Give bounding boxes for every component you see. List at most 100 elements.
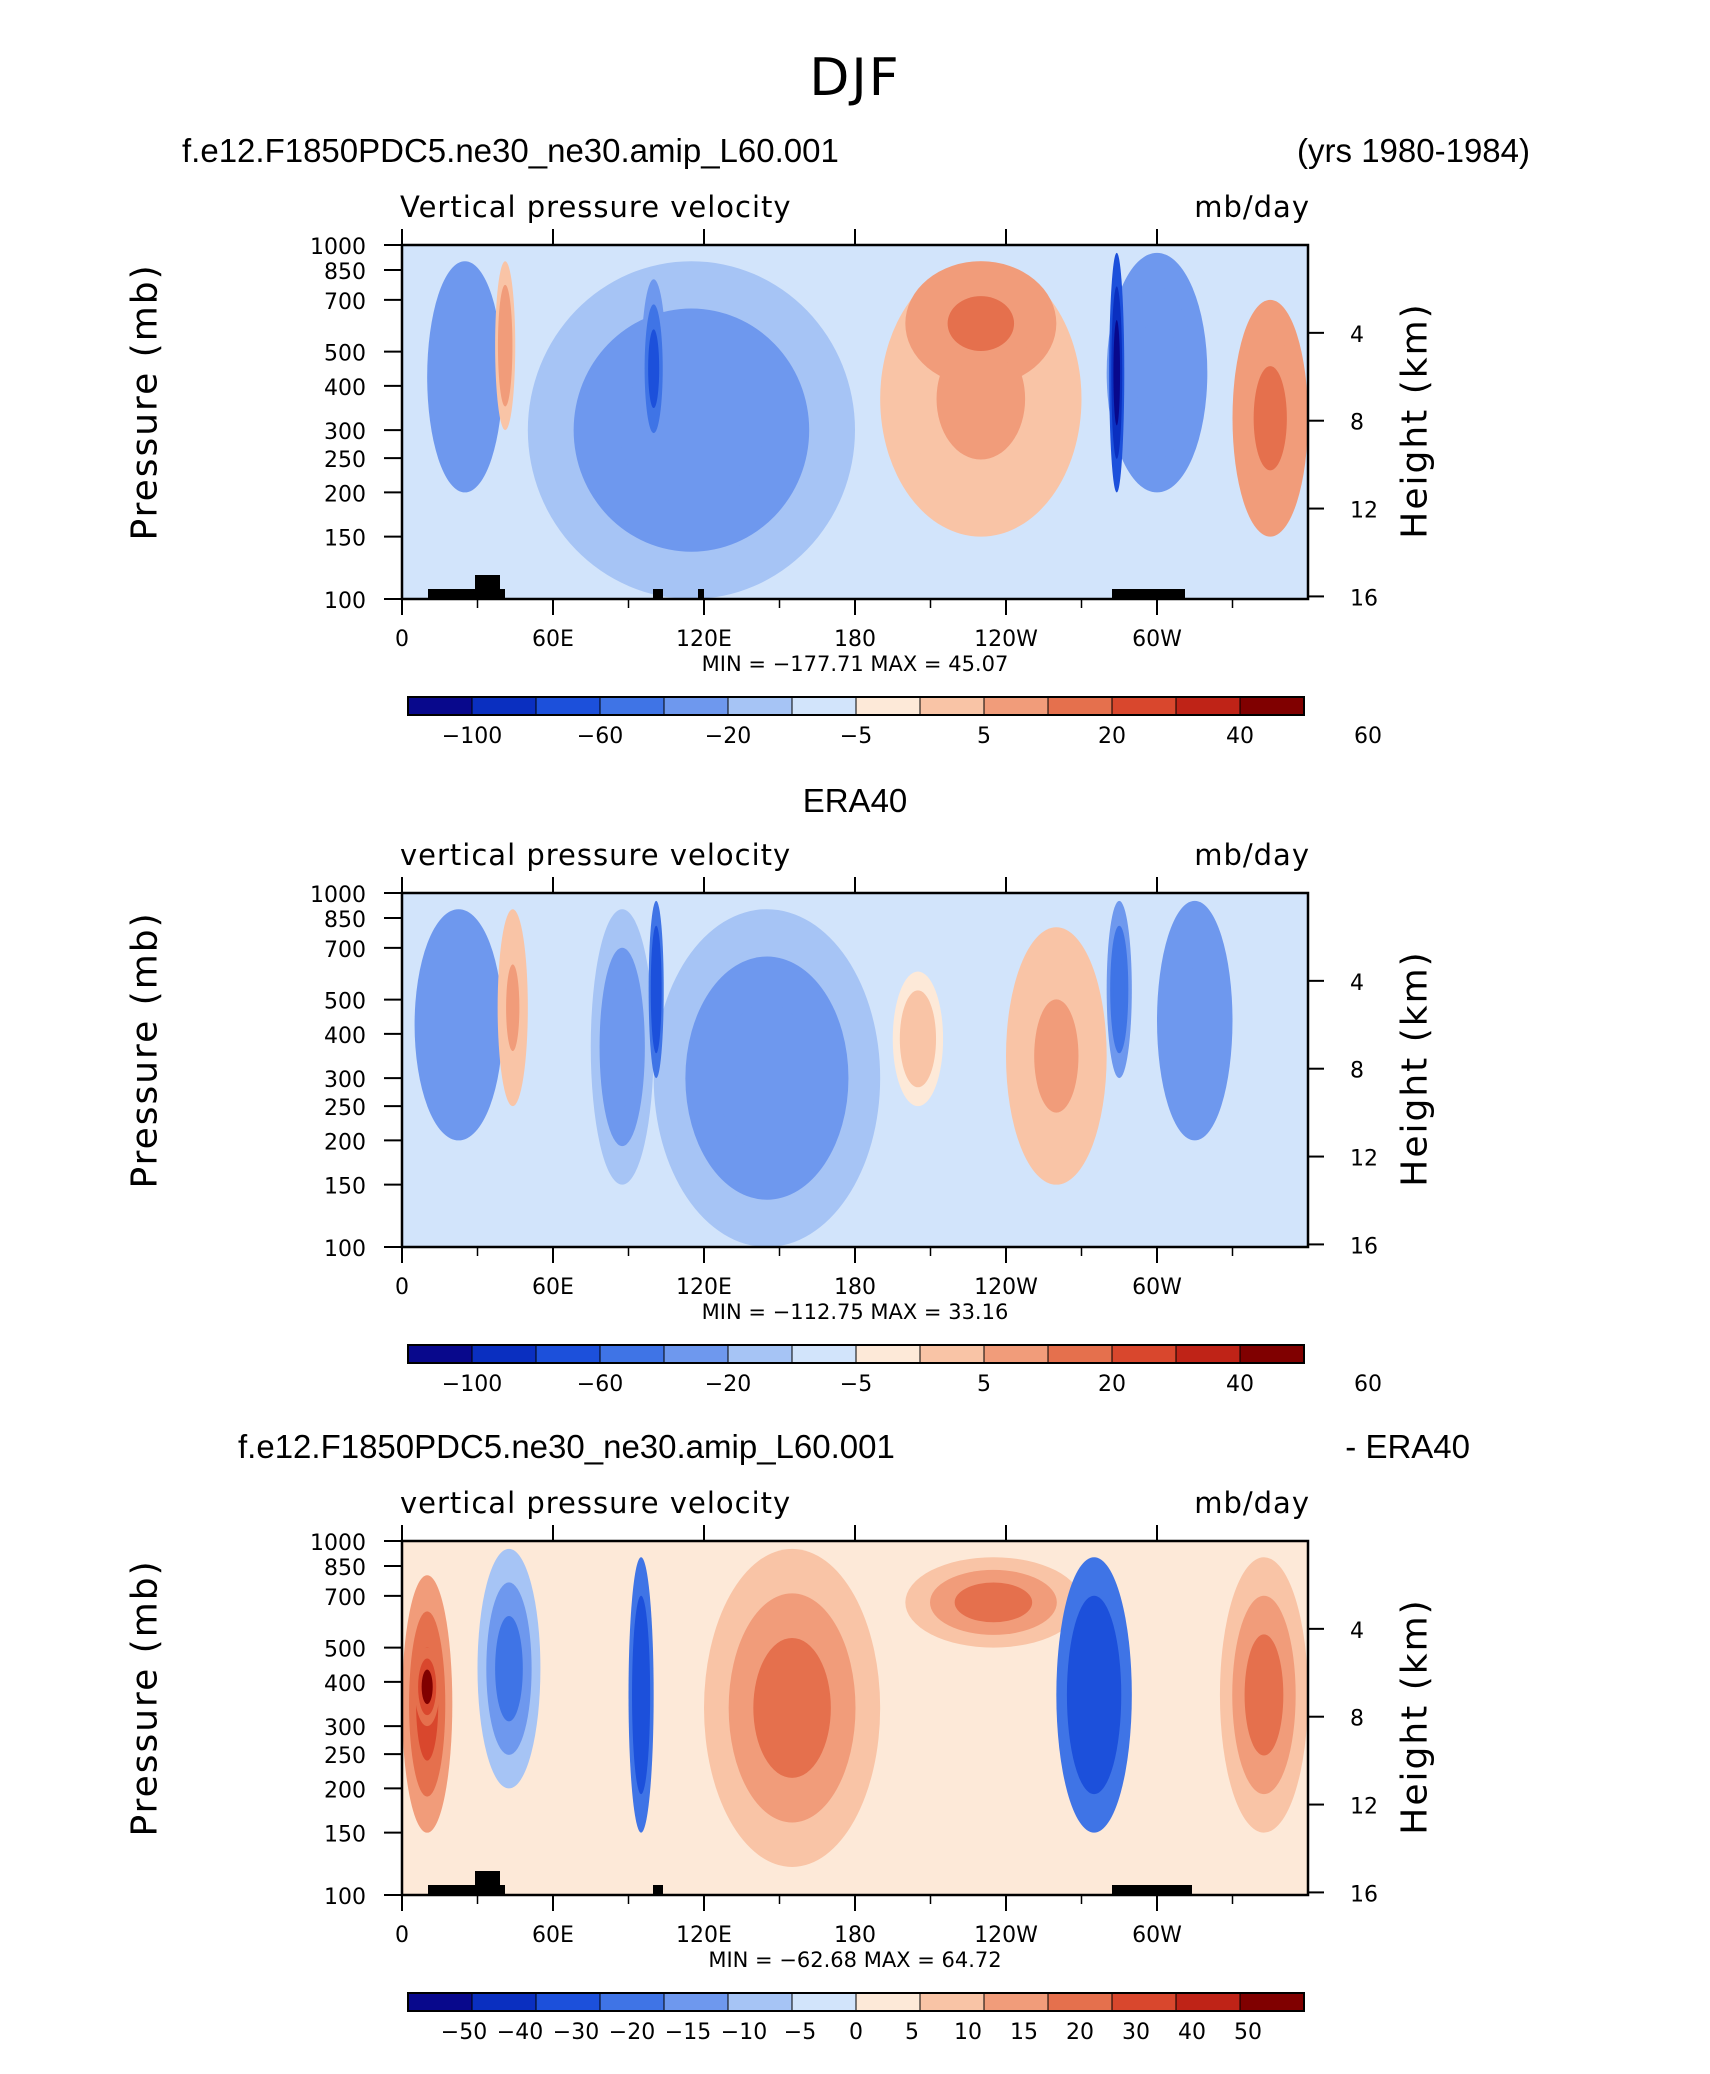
- panel-1-units: mb/day: [1194, 190, 1310, 224]
- colorbar-cell: [791, 1992, 857, 2012]
- colorbar-cell: [1175, 1344, 1241, 1364]
- colorbar-cell: [1047, 1992, 1113, 2012]
- x-tick-label: 120E: [676, 627, 732, 652]
- left-tick-label: 300: [324, 1716, 366, 1741]
- colorbar-tick-label: 20: [1098, 1372, 1126, 1397]
- colorbar-tick-label: 0: [849, 2020, 863, 2045]
- left-tick-label: 150: [324, 1175, 366, 1200]
- colorbar-cell: [599, 1344, 665, 1364]
- right-tick-label: 4: [1350, 323, 1364, 348]
- x-tick-label: 180: [834, 627, 876, 652]
- min-max-label: MIN = −62.68 MAX = 64.72: [708, 1948, 1001, 1972]
- right-tick-label: 4: [1350, 971, 1364, 996]
- colorbar-tick-label: −5: [784, 2020, 816, 2045]
- right-tick-label: 8: [1350, 1707, 1364, 1732]
- left-tick-label: 1000: [310, 235, 366, 260]
- colorbar-tick-label: −5: [840, 724, 872, 749]
- colorbar-tick-label: −20: [705, 1372, 751, 1397]
- left-tick-label: 150: [324, 527, 366, 552]
- panel-3-variable-label: vertical pressure velocity: [400, 1486, 792, 1520]
- contour-feature-2-level-2: [753, 1637, 831, 1778]
- left-tick-label: 200: [324, 1778, 366, 1803]
- x-tick-label: 60E: [532, 1923, 574, 1948]
- colorbar-cell: [471, 696, 537, 716]
- colorbar-cell: [919, 1992, 985, 2012]
- colorbar-tick-label: 15: [1010, 2020, 1038, 2045]
- colorbar-tick-label: 5: [905, 2020, 919, 2045]
- right-tick-label: 8: [1350, 411, 1364, 436]
- x-tick-label: 120E: [676, 1275, 732, 1300]
- left-tick-label: 700: [324, 1586, 366, 1611]
- panel-2-units: mb/day: [1194, 838, 1310, 872]
- x-tick-label: 60W: [1132, 1275, 1182, 1300]
- left-tick-label: 300: [324, 420, 366, 445]
- colorbar-panel-3: −50 −40 −30 −20 −15 −10 −5 0 5 10 15 20 30 40 50: [407, 1992, 1305, 2045]
- left-tick-label: 400: [324, 1672, 366, 1697]
- colorbar-tick-label: 20: [1098, 724, 1126, 749]
- figure-title: DJF: [809, 48, 901, 108]
- colorbar-tick-label: −40: [497, 2020, 543, 2045]
- x-tick-label: 0: [395, 627, 409, 652]
- colorbar-cell: [1047, 696, 1113, 716]
- colorbar-frame: [407, 1992, 1305, 2012]
- contour-feature-6-level-2: [906, 1009, 929, 1069]
- colorbar-cell: [727, 1344, 793, 1364]
- topography-block: [475, 1871, 500, 1895]
- field-panel-1: [402, 245, 1308, 599]
- colorbar-cell: [1111, 1344, 1177, 1364]
- colorbar-tick-label: 10: [954, 2020, 982, 2045]
- x-tick-label: 0: [395, 1275, 409, 1300]
- colorbar-tick-label: −60: [577, 724, 623, 749]
- colorbar-cell: [1239, 1992, 1305, 2012]
- colorbar-cell: [855, 1344, 921, 1364]
- colorbar-tick-label: −50: [441, 2020, 487, 2045]
- left-tick-label: 500: [324, 1638, 366, 1663]
- contour-feature-7-level-2: [1113, 950, 1125, 1029]
- left-tick-label: 700: [324, 938, 366, 963]
- contour-feature-7-level-2: [1134, 319, 1180, 426]
- field-panel-2: [402, 893, 1308, 1247]
- right-tick-label: 12: [1350, 1147, 1378, 1172]
- left-tick-label: 250: [324, 448, 366, 473]
- colorbar-tick-label: 40: [1226, 724, 1254, 749]
- topography-block: [428, 589, 505, 599]
- min-max-label: MIN = −112.75 MAX = 33.16: [702, 1300, 1009, 1324]
- colorbar-tick-label: −15: [665, 2020, 711, 2045]
- colorbar-tick-label: −20: [705, 724, 751, 749]
- x-tick-label: 60W: [1132, 627, 1182, 652]
- colorbar-cell: [535, 696, 601, 716]
- colorbar-cell: [983, 1992, 1049, 2012]
- colorbar-tick-label: 60: [1354, 724, 1382, 749]
- panel-3-title-left: f.e12.F1850PDC5.ne30_ne30.amip_L60.001: [238, 1428, 895, 1465]
- field-panel-3: [402, 1541, 1308, 1895]
- contour-feature-5-level-2: [448, 325, 482, 428]
- left-tick-label: 100: [324, 1237, 366, 1262]
- topography-panel-1: [428, 575, 1185, 599]
- colorbar-cell: [663, 1992, 729, 2012]
- x-tick-label: 120W: [974, 1923, 1038, 1948]
- colorbar-cell: [1239, 696, 1305, 716]
- colorbar-cell: [855, 1992, 921, 2012]
- contour-feature-4-level-2: [648, 329, 660, 409]
- colorbar-cell: [919, 1344, 985, 1364]
- panel-1-title-left: f.e12.F1850PDC5.ne30_ne30.amip_L60.001: [182, 132, 839, 169]
- colorbar-cell: [791, 696, 857, 716]
- x-tick-label: 60E: [532, 1275, 574, 1300]
- left-tick-label: 100: [324, 1885, 366, 1910]
- left-tick-label: 100: [324, 589, 366, 614]
- topography-block: [653, 1885, 663, 1895]
- left-tick-label: 850: [324, 1556, 366, 1581]
- contour-feature-5-level-2: [635, 1634, 647, 1756]
- x-tick-label: 0: [395, 1923, 409, 1948]
- colorbar-tick-label: −100: [442, 724, 502, 749]
- colorbar-cell: [1175, 1992, 1241, 2012]
- panel-2-variable-label: vertical pressure velocity: [400, 838, 792, 872]
- left-tick-label: 400: [324, 1024, 366, 1049]
- colorbar-panel-2: −100 −60 −20 −5 5 20 40 60: [407, 1344, 1382, 1397]
- colorbar-cell: [1111, 696, 1177, 716]
- contour-feature-2-level-2: [947, 296, 1015, 351]
- topography-panel-3: [428, 1871, 1192, 1895]
- colorbar-cell: [791, 1344, 857, 1364]
